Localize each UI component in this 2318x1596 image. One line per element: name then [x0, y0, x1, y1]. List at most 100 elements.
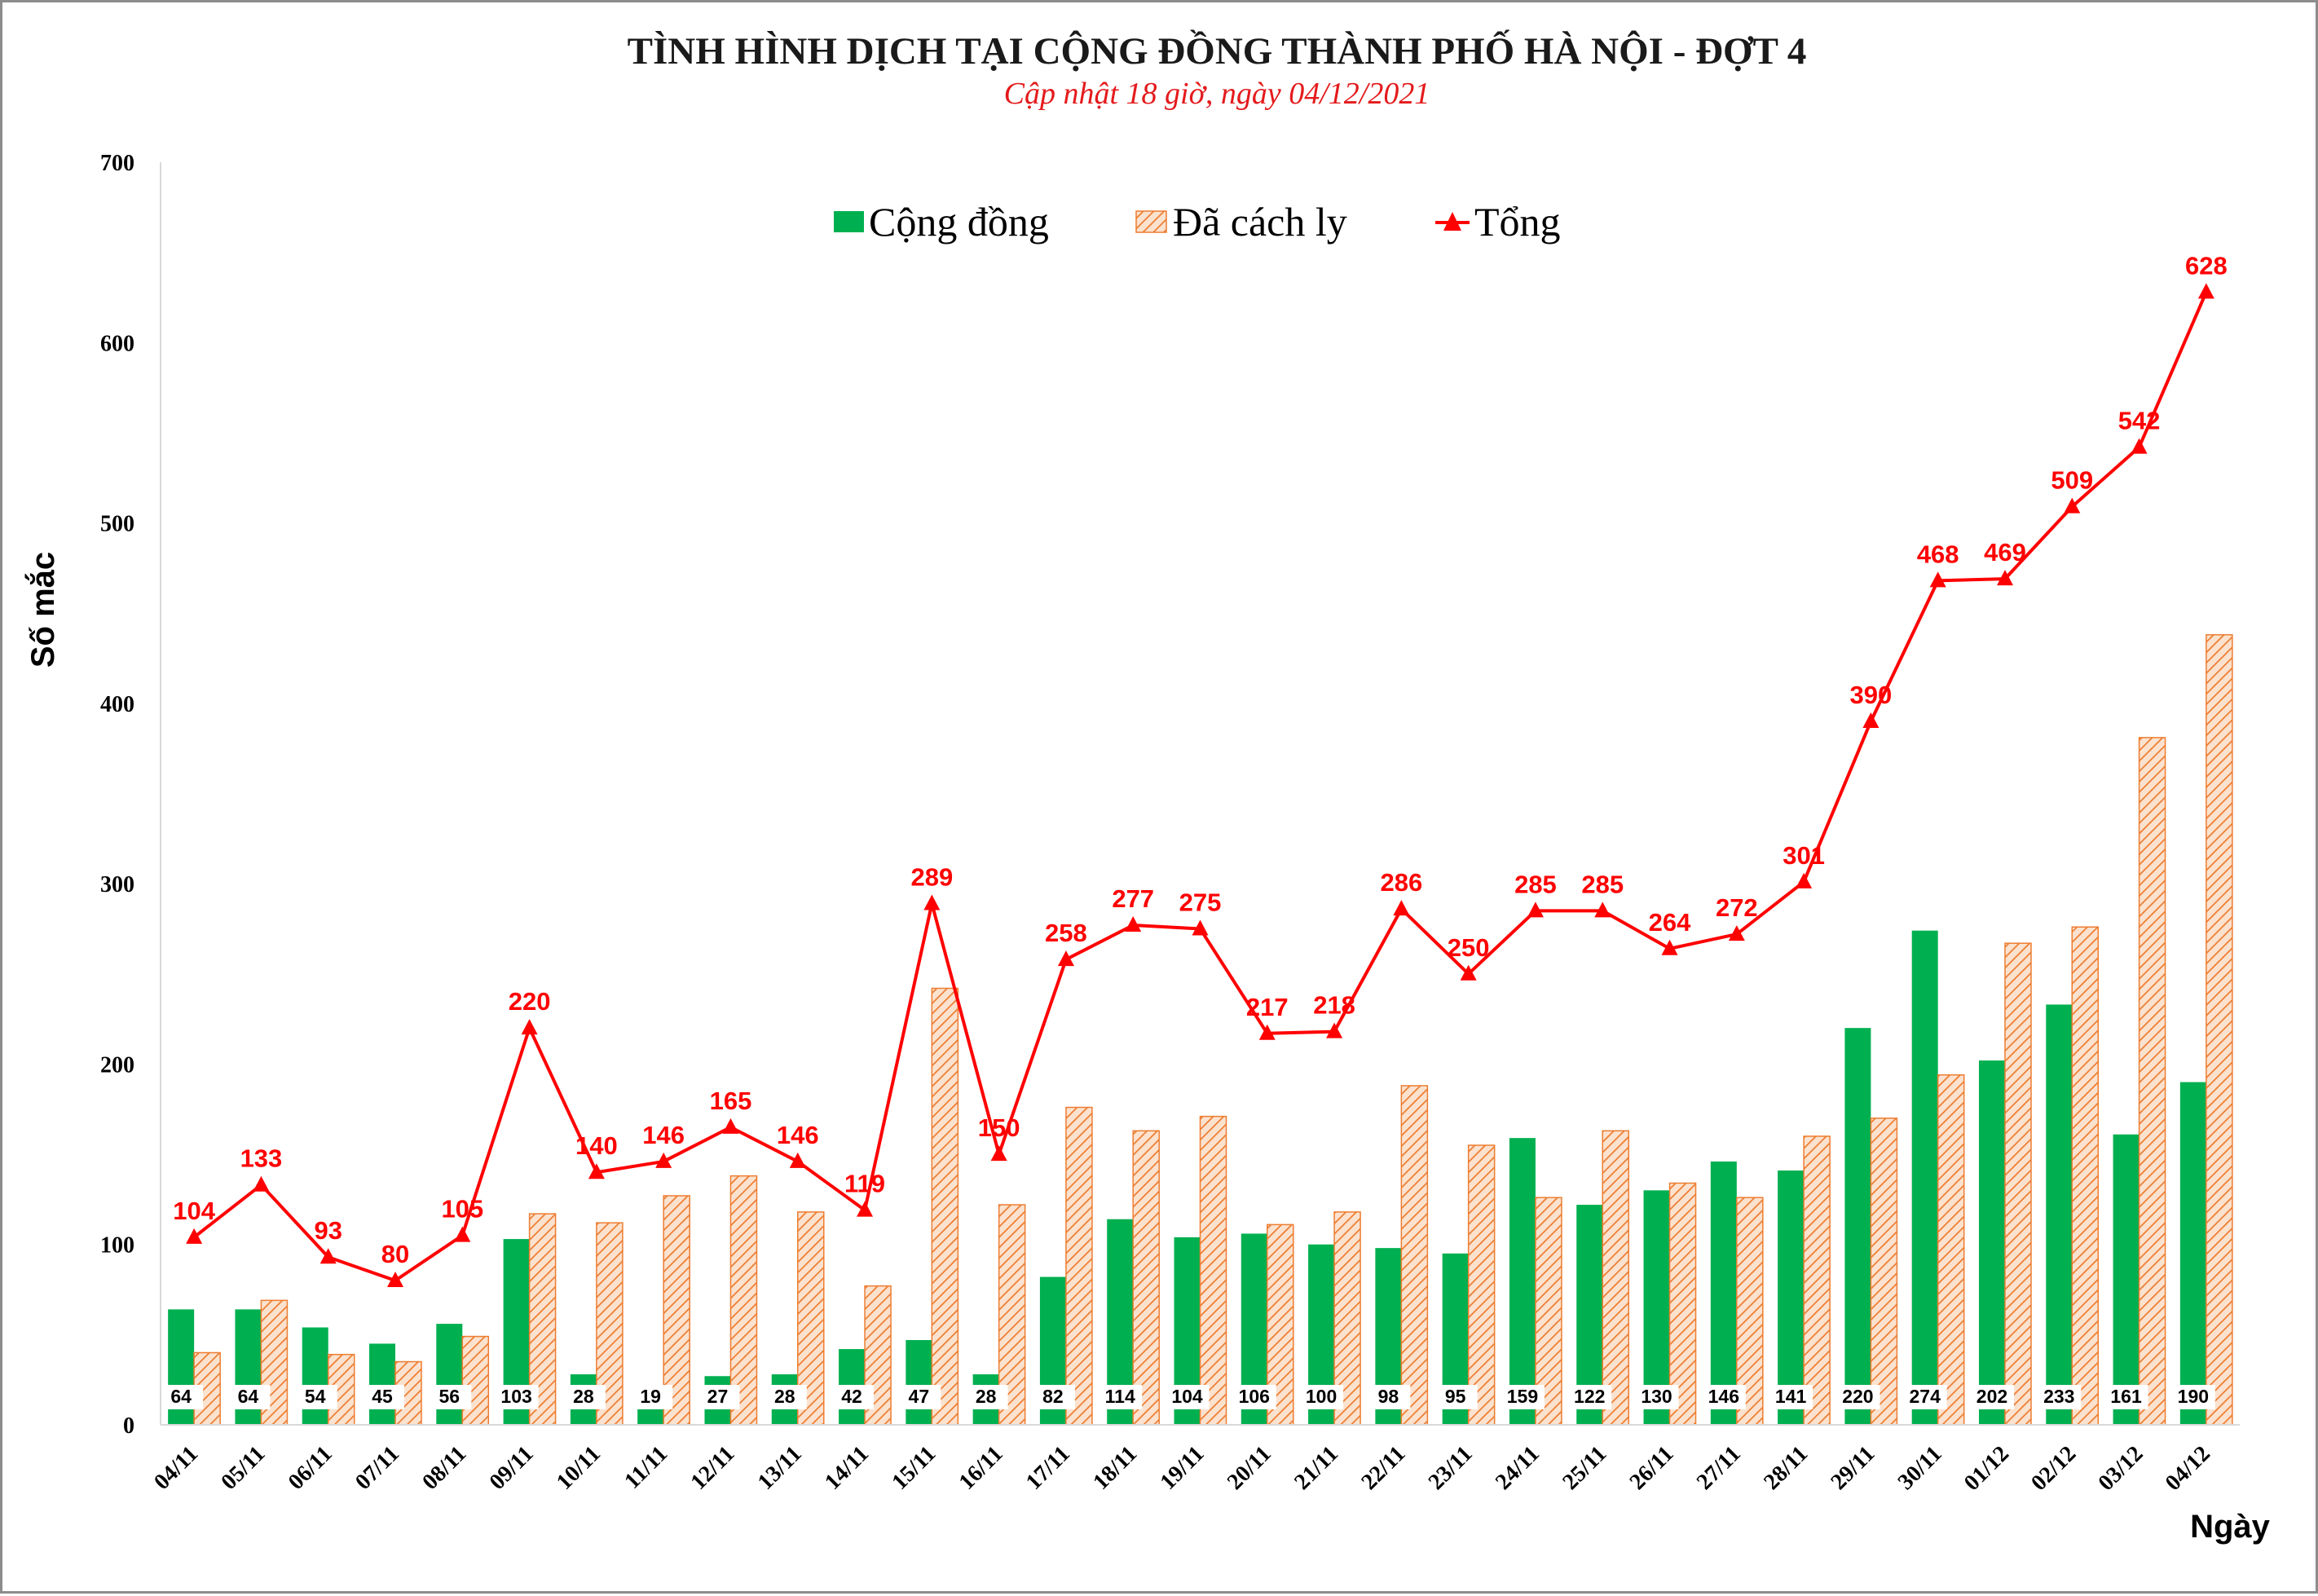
total-marker	[1192, 919, 1209, 936]
community-label-bg	[1366, 1385, 1411, 1409]
total-value-label: 275	[1179, 888, 1222, 916]
y-tick-label: 500	[100, 512, 134, 537]
total-marker	[186, 1228, 203, 1244]
community-label-bg	[1634, 1385, 1679, 1409]
x-tick-label: 30/11	[1893, 1441, 1947, 1495]
total-marker	[1661, 939, 1678, 955]
community-value-label: 274	[1910, 1386, 1941, 1407]
total-marker	[1326, 1022, 1343, 1038]
legend-label-total: Tổng	[1474, 199, 1561, 245]
x-tick-label: 24/11	[1491, 1441, 1545, 1495]
community-value-label: 146	[1708, 1386, 1739, 1407]
total-value-label: 258	[1045, 919, 1087, 947]
total-marker	[1258, 1024, 1276, 1040]
community-label-bg	[427, 1385, 472, 1409]
community-value-label: 106	[1239, 1386, 1270, 1407]
total-marker	[521, 1019, 538, 1035]
y-tick-label: 100	[100, 1233, 134, 1259]
x-tick-label: 03/12	[2093, 1441, 2148, 1496]
total-value-label: 146	[777, 1121, 819, 1149]
bar-quarantined	[461, 1335, 490, 1426]
total-value-label: 301	[1783, 841, 1825, 870]
total-value-label: 140	[575, 1131, 618, 1160]
total-value-label: 146	[642, 1121, 685, 1149]
total-marker	[253, 1175, 270, 1192]
community-label-bg	[1567, 1385, 1612, 1409]
total-marker	[2064, 497, 2081, 514]
community-label-bg	[1969, 1385, 2014, 1409]
total-marker	[923, 894, 941, 910]
x-tick-label: 23/11	[1424, 1441, 1478, 1495]
x-tick-label: 07/11	[350, 1441, 404, 1495]
total-value-label: 80	[381, 1240, 409, 1268]
community-label-bg	[1165, 1385, 1210, 1409]
bar-quarantined	[2138, 737, 2166, 1426]
community-label-bg	[1030, 1385, 1075, 1409]
x-tick-label: 13/11	[753, 1441, 807, 1495]
total-value-label: 509	[2051, 466, 2093, 495]
total-marker	[1728, 925, 1745, 941]
bar-quarantined	[1400, 1085, 1429, 1426]
bar-community	[1509, 1138, 1536, 1425]
total-marker	[387, 1271, 404, 1287]
bar-quarantined	[1199, 1115, 1227, 1426]
y-tick-label: 300	[100, 872, 134, 897]
community-label-bg	[1769, 1385, 1813, 1409]
bar-community	[906, 1339, 932, 1425]
community-value-label: 122	[1574, 1386, 1605, 1407]
total-value-label: 272	[1716, 893, 1758, 922]
community-value-label: 28	[976, 1386, 997, 1407]
x-tick-label: 29/11	[1826, 1441, 1880, 1495]
community-label-bg	[2170, 1385, 2215, 1409]
x-tick-label: 21/11	[1289, 1441, 1343, 1495]
community-value-label: 98	[1378, 1386, 1399, 1407]
total-value-label: 119	[844, 1170, 885, 1198]
total-marker	[655, 1152, 672, 1168]
bar-quarantined	[1467, 1144, 1496, 1426]
x-tick-label: 09/11	[485, 1441, 539, 1495]
legend: Cộng đồng Đã cách ly Tổng	[834, 199, 1561, 245]
bar-quarantined	[1803, 1135, 1831, 1426]
x-tick-label: 04/12	[2161, 1441, 2215, 1496]
x-tick-label: 16/11	[954, 1441, 1008, 1495]
x-tick-label: 15/11	[887, 1441, 941, 1495]
bar-community	[2179, 1082, 2206, 1425]
x-tick-label: 14/11	[820, 1441, 874, 1495]
total-value-label: 285	[1514, 870, 1557, 898]
total-marker	[1996, 570, 2013, 586]
total-marker	[1125, 916, 1142, 932]
x-tick-label: 28/11	[1759, 1441, 1813, 1495]
x-tick-label: 05/11	[216, 1441, 270, 1495]
community-label-bg	[1902, 1385, 1947, 1409]
community-value-label: 161	[2110, 1386, 2142, 1407]
community-label-bg	[830, 1385, 875, 1409]
total-value-label: 105	[441, 1195, 483, 1223]
y-axis-title: Số mắc	[24, 552, 61, 668]
bar-quarantined	[1602, 1130, 1629, 1426]
community-value-label: 103	[500, 1386, 531, 1407]
total-marker	[1796, 872, 1813, 888]
x-tick-label: 19/11	[1156, 1441, 1210, 1495]
x-axis-title: Ngày	[2190, 1509, 2271, 1545]
bar-quarantined	[1668, 1182, 1697, 1426]
community-label-bg	[2037, 1385, 2082, 1409]
total-marker	[990, 1145, 1007, 1162]
community-label-bg	[628, 1385, 673, 1409]
total-value-label: 469	[1984, 538, 2026, 567]
total-value-label: 133	[240, 1144, 283, 1173]
community-label-bg	[293, 1385, 337, 1409]
bar-community	[1844, 1028, 1871, 1425]
total-value-label: 277	[1112, 884, 1154, 913]
community-label-bg	[561, 1385, 606, 1409]
community-value-label: 47	[909, 1386, 930, 1407]
community-value-label: 100	[1306, 1386, 1337, 1407]
legend-swatch-community	[834, 211, 864, 232]
bar-quarantined	[1132, 1130, 1160, 1426]
community-label-bg	[1500, 1385, 1545, 1409]
bar-quarantined	[729, 1175, 758, 1426]
community-value-label: 64	[170, 1386, 192, 1407]
total-marker	[1594, 902, 1611, 918]
x-tick-label: 12/11	[685, 1441, 739, 1495]
community-value-label: 141	[1775, 1386, 1807, 1407]
